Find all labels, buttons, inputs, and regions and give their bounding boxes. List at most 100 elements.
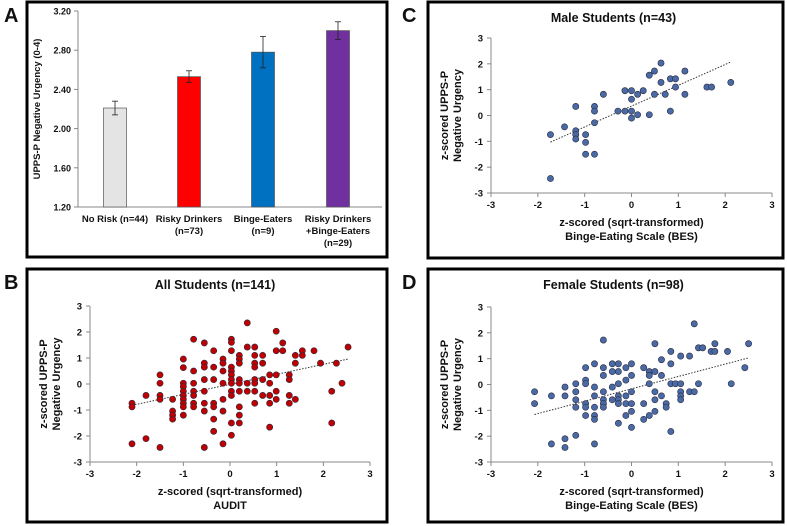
data-point <box>572 431 580 439</box>
data-point <box>251 351 259 359</box>
x-tick-label: -2 <box>534 469 542 480</box>
data-point <box>251 363 259 371</box>
data-point <box>251 387 259 395</box>
y-tick-label: 3.20 <box>53 7 71 17</box>
x-category-label: (n=29) <box>324 238 352 249</box>
data-point <box>266 379 274 387</box>
data-point <box>622 412 630 419</box>
data-point <box>658 372 665 379</box>
y-tick-label: -1 <box>475 406 484 417</box>
x-tick-label: 3 <box>769 200 774 211</box>
data-point <box>666 107 674 115</box>
data-point <box>600 403 607 411</box>
y-axis-title: UPPS-P Negative Urgency (0-4) <box>32 39 43 180</box>
data-point <box>628 407 635 415</box>
panel-label: A <box>4 5 18 27</box>
data-point <box>640 400 648 408</box>
data-point <box>285 399 293 407</box>
data-point <box>259 351 267 359</box>
data-point <box>628 87 635 95</box>
data-point <box>547 175 554 182</box>
data-point <box>227 347 235 355</box>
y-tick-label: -1 <box>74 406 83 417</box>
data-point <box>235 379 243 387</box>
data-point <box>210 415 218 423</box>
x-category-label: +Binge-Eaters <box>306 226 370 237</box>
y-tick-label: 1 <box>478 354 484 365</box>
data-point <box>190 379 197 387</box>
data-point <box>628 400 635 408</box>
data-point <box>200 407 208 415</box>
x-axis-title: Binge-Eating Scale (BES) <box>565 231 698 243</box>
data-point <box>156 371 164 379</box>
data-point <box>591 383 598 391</box>
data-point <box>677 396 685 404</box>
bar <box>326 30 350 208</box>
data-point <box>572 403 580 411</box>
data-point <box>711 348 719 355</box>
x-tick-label: 1 <box>676 200 682 211</box>
data-point <box>614 419 622 427</box>
x-tick-label: -1 <box>179 469 188 480</box>
data-point <box>621 87 629 95</box>
trend-line <box>131 358 349 406</box>
data-point <box>634 90 641 98</box>
y-tick-label: 3 <box>77 302 82 313</box>
data-point <box>572 380 580 388</box>
data-point <box>600 364 607 372</box>
y-tick-label: 2 <box>77 328 82 339</box>
data-point <box>690 320 698 328</box>
data-point <box>608 368 616 375</box>
data-point <box>227 338 235 346</box>
data-point <box>640 364 648 372</box>
bar <box>103 107 127 208</box>
data-point <box>272 387 280 395</box>
bar <box>251 51 275 208</box>
data-point <box>200 444 208 451</box>
data-point <box>582 150 590 158</box>
data-point <box>582 364 590 372</box>
x-tick-label: 1 <box>274 469 280 480</box>
panel-frame <box>426 0 785 260</box>
data-point <box>640 415 648 423</box>
x-tick-label: -2 <box>534 200 542 211</box>
data-point <box>681 90 689 98</box>
data-point <box>235 411 243 419</box>
x-tick-label: 0 <box>629 469 634 480</box>
data-point <box>285 376 293 383</box>
data-point <box>200 339 208 347</box>
data-point <box>561 435 569 443</box>
data-point <box>179 355 187 363</box>
data-point <box>628 114 635 122</box>
data-point <box>708 83 715 91</box>
data-point <box>561 383 569 391</box>
y-tick-label: 2.80 <box>53 46 71 56</box>
x-axis-title: AUDIT <box>213 500 247 512</box>
data-point <box>572 103 580 110</box>
data-point <box>699 344 707 352</box>
data-point <box>645 111 653 119</box>
data-point <box>591 119 598 127</box>
data-point <box>200 387 208 395</box>
data-point <box>266 392 274 399</box>
x-tick-label: 2 <box>723 200 728 211</box>
data-point <box>582 403 590 411</box>
data-point <box>200 376 208 383</box>
data-point <box>614 368 622 375</box>
data-point <box>291 351 299 359</box>
data-point <box>531 388 538 396</box>
data-point <box>128 440 136 448</box>
data-point <box>600 388 607 396</box>
data-point <box>279 339 287 347</box>
data-point <box>724 348 731 355</box>
trend-line <box>534 357 749 415</box>
data-point <box>266 371 274 379</box>
panel-b: B All Students (n=141) -3 -3 -2 -2 -1 -1 0 0 1 1 2 2 3… <box>4 267 389 524</box>
data-point <box>677 380 685 388</box>
data-point <box>169 415 176 423</box>
data-point <box>711 340 719 348</box>
x-tick-label: 3 <box>769 469 774 480</box>
data-point <box>344 343 352 351</box>
data-point <box>179 403 187 411</box>
data-point <box>291 395 299 403</box>
